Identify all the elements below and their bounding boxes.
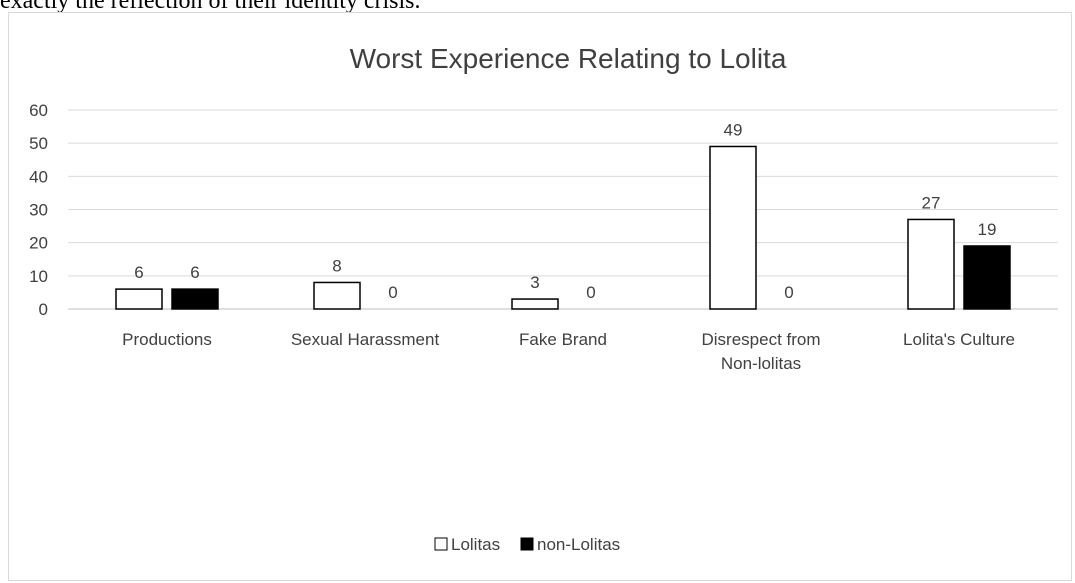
bar-lolitas	[313, 281, 361, 310]
data-label: 19	[978, 220, 997, 239]
legend-swatch	[434, 537, 448, 551]
data-label: 0	[784, 283, 793, 302]
data-label: 49	[724, 120, 743, 139]
bar-non-lolitas	[171, 288, 219, 310]
bar-lolitas	[709, 145, 757, 310]
x-axis-categories: Productions Sexual Harassment Fake Brand Di…	[122, 330, 1015, 373]
x-category-label: Sexual Harassment	[291, 330, 440, 349]
data-label: 3	[530, 273, 539, 292]
data-label: 0	[388, 283, 397, 302]
y-tick-label: 50	[29, 134, 48, 153]
legend: Lolitas non-Lolitas	[434, 535, 620, 554]
data-label: 27	[922, 193, 941, 212]
x-category-label: Fake Brand	[519, 330, 607, 349]
bars	[115, 145, 1011, 310]
data-label: 6	[190, 263, 199, 282]
legend-label: Lolitas	[451, 535, 500, 554]
document-text-line: exactly the reflection of their identity…	[0, 0, 421, 14]
gridlines	[68, 109, 1058, 310]
y-tick-label: 30	[29, 201, 48, 220]
y-tick-label: 60	[29, 101, 48, 120]
x-category-label: Disrespect from	[701, 330, 820, 349]
x-category-label: Lolita's Culture	[903, 330, 1015, 349]
legend-label: non-Lolitas	[537, 535, 620, 554]
bar-non-lolitas	[963, 245, 1011, 310]
chart-title: Worst Experience Relating to Lolita	[350, 43, 787, 74]
bar-lolitas	[511, 298, 559, 310]
x-category-label: Non-lolitas	[721, 354, 801, 373]
y-tick-label: 40	[29, 167, 48, 186]
y-tick-label: 20	[29, 234, 48, 253]
x-category-label: Productions	[122, 330, 212, 349]
data-label: 6	[134, 263, 143, 282]
y-axis-ticks: 0 10 20 30 40 50 60	[29, 101, 48, 319]
y-tick-label: 10	[29, 267, 48, 286]
data-label: 0	[586, 283, 595, 302]
data-label: 8	[332, 256, 341, 275]
bar-lolitas	[115, 288, 163, 310]
data-labels: 6 6 8 0 3 0 49 0 27 19	[134, 120, 996, 302]
legend-swatch	[520, 537, 534, 551]
y-tick-label: 0	[39, 300, 48, 319]
bar-lolitas	[907, 218, 955, 310]
